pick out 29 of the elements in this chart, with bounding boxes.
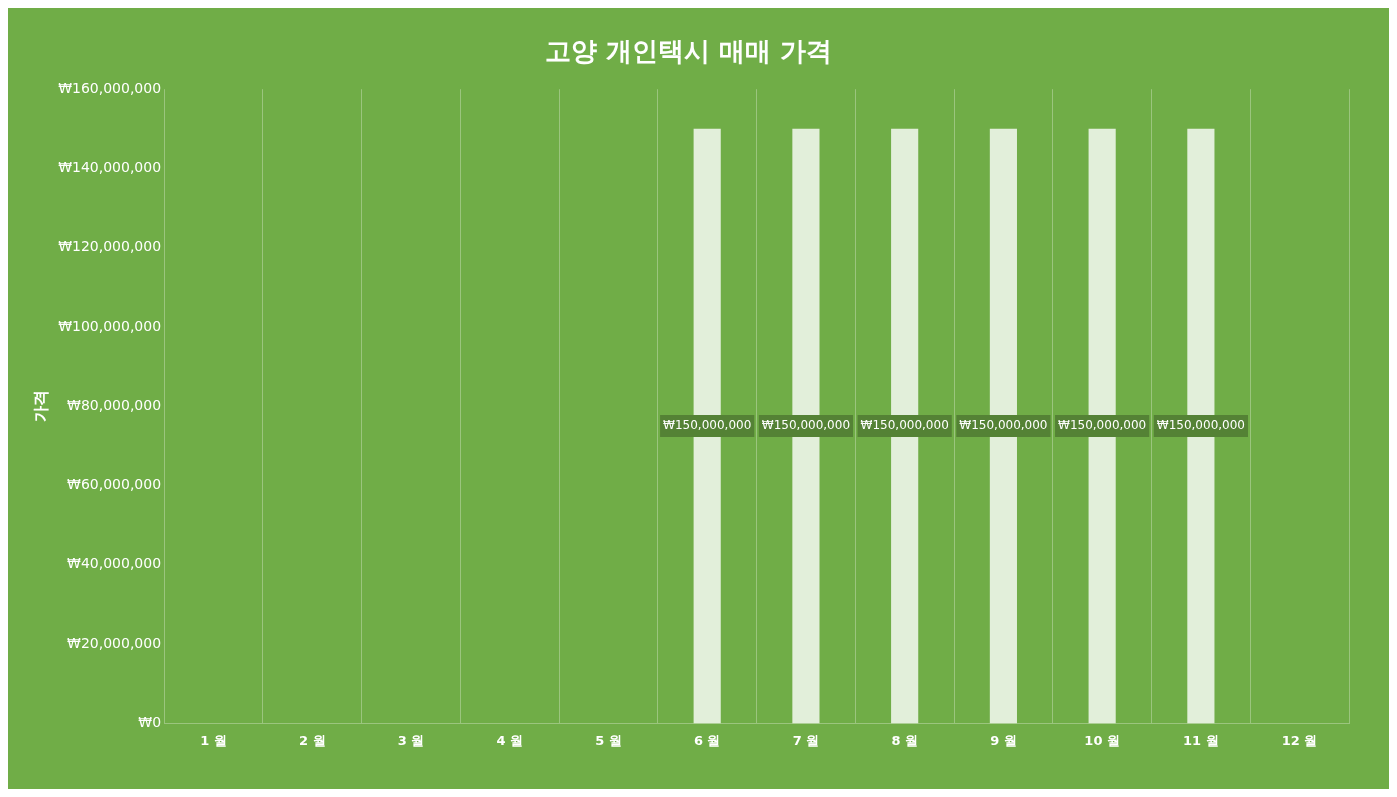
- data-label: ₩150,000,000: [761, 418, 851, 433]
- data-label: ₩150,000,000: [959, 418, 1048, 433]
- x-tick-label: 4 월: [496, 732, 523, 748]
- data-label: ₩150,000,000: [1156, 418, 1245, 433]
- data-label: ₩150,000,000: [1058, 418, 1147, 433]
- x-tick-label: 1 월: [200, 732, 227, 748]
- y-tick-label: ₩40,000,000: [67, 555, 162, 572]
- x-tick-label: 6 월: [693, 732, 721, 748]
- x-tick-label: 2 월: [298, 732, 326, 748]
- y-tick-label: ₩0: [138, 714, 162, 731]
- y-tick-label: ₩120,000,000: [58, 238, 162, 255]
- x-tick-label: 8 월: [891, 732, 918, 748]
- y-tick-label: ₩80,000,000: [67, 396, 162, 413]
- y-tick-label: ₩100,000,000: [58, 317, 162, 334]
- y-tick-label: ₩160,000,000: [58, 79, 162, 96]
- chart-title: 고양 개인택시 매매 가격: [544, 36, 833, 67]
- data-label: ₩150,000,000: [860, 418, 949, 433]
- y-tick-label: ₩20,000,000: [67, 634, 162, 651]
- x-tick-label: 5 월: [595, 732, 622, 748]
- y-tick-label: ₩60,000,000: [67, 476, 162, 493]
- x-tick-label: 7 월: [792, 732, 820, 748]
- y-axis-title: 가격: [30, 390, 50, 423]
- x-tick-label: 9 월: [990, 732, 1017, 748]
- x-tick-label: 12 월: [1281, 732, 1318, 748]
- x-tick-label: 11 월: [1183, 732, 1219, 748]
- x-tick-label: 10 월: [1084, 732, 1120, 748]
- data-label: ₩150,000,000: [663, 418, 752, 433]
- y-tick-label: ₩140,000,000: [58, 159, 162, 176]
- x-tick-label: 3 월: [397, 732, 425, 748]
